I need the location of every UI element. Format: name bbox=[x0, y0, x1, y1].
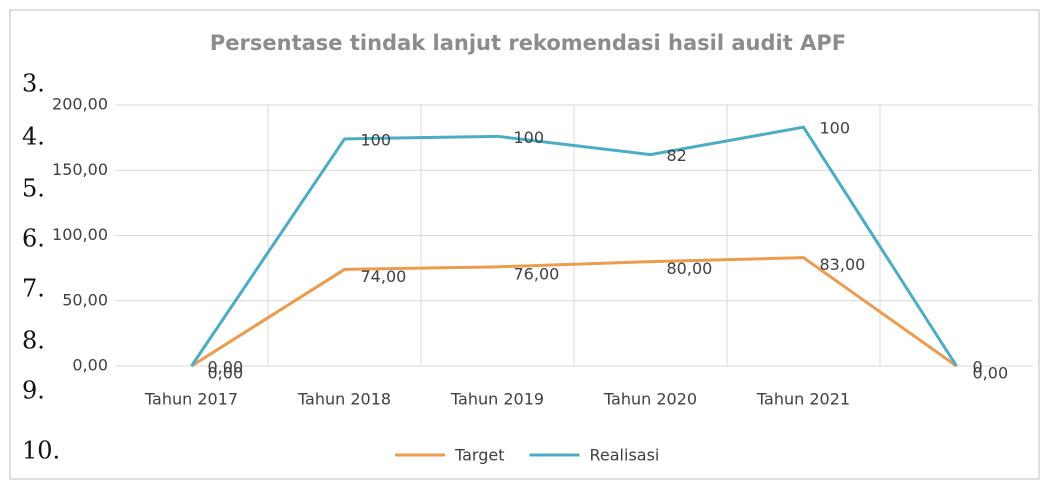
line-number: 6. bbox=[22, 225, 45, 253]
data-label: 82 bbox=[667, 146, 687, 165]
x-tick-label: Tahun 2020 bbox=[603, 390, 697, 409]
y-tick-label: 0,00 bbox=[72, 356, 108, 375]
data-label: 0,00 bbox=[208, 364, 244, 383]
line bbox=[190, 125, 958, 367]
y-tick-label: 100,00 bbox=[52, 225, 108, 244]
line-number: 3. bbox=[22, 70, 45, 98]
line-number: 7. bbox=[22, 275, 45, 303]
x-tick-label: Tahun 2018 bbox=[297, 390, 391, 409]
chart-title: Persentase tindak lanjut rekomendasi has… bbox=[210, 31, 846, 55]
data-label: 100 bbox=[514, 128, 545, 147]
line bbox=[190, 256, 958, 368]
data-label: 0,00 bbox=[973, 364, 1009, 383]
y-tick-label: 200,00 bbox=[52, 95, 108, 114]
line-number: 4. bbox=[22, 123, 45, 151]
chart-border bbox=[9, 9, 1040, 480]
data-label: 0,00 bbox=[208, 358, 244, 377]
legend-label: Target bbox=[454, 446, 505, 465]
data-label: 76,00 bbox=[514, 264, 560, 283]
data-label: 83,00 bbox=[820, 255, 866, 274]
data-label: 100 bbox=[820, 119, 851, 138]
x-tick-label: Tahun 2021 bbox=[756, 390, 850, 409]
data-label: 100 bbox=[361, 130, 392, 149]
data-label: 80,00 bbox=[667, 259, 713, 278]
y-tick-label: 150,00 bbox=[52, 160, 108, 179]
line-number: 5. bbox=[22, 175, 45, 203]
data-label: 0 bbox=[973, 358, 983, 377]
y-tick-label: 50,00 bbox=[62, 290, 108, 309]
line-number: 8. bbox=[22, 327, 45, 355]
line-number: 10. bbox=[22, 437, 60, 465]
line-number: 9. bbox=[22, 377, 45, 405]
x-tick-label: Tahun 2017 bbox=[144, 390, 238, 409]
x-tick-label: Tahun 2019 bbox=[450, 390, 544, 409]
legend-label: Realisasi bbox=[590, 446, 660, 465]
data-label: 74,00 bbox=[361, 267, 407, 286]
